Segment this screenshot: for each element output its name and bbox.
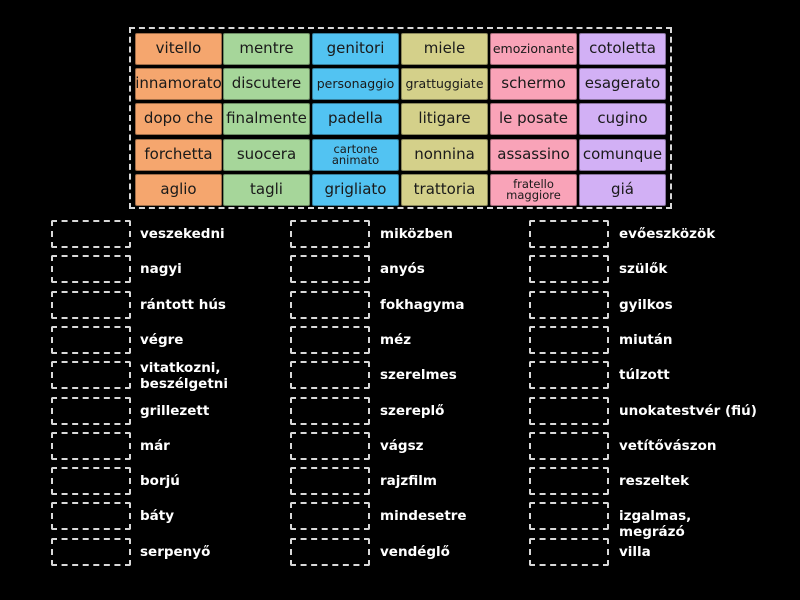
word-bank: vitello mentre genitori miele emozionante cot… [129,27,672,209]
drop-slot[interactable] [51,326,131,354]
word-tile[interactable]: discutere [223,68,310,100]
drop-slot[interactable] [290,502,370,530]
word-tile[interactable]: comunque [579,139,666,171]
word-tile[interactable]: personaggio [312,68,399,100]
drop-slot[interactable] [290,291,370,319]
word-tile[interactable]: finalmente [223,103,310,135]
drop-slot[interactable] [51,220,131,248]
drop-slot[interactable] [290,255,370,283]
word-tile[interactable]: vitello [135,33,222,65]
word-tile[interactable]: grigliato [312,174,399,206]
clue-label: végre [140,332,184,348]
drop-slot[interactable] [51,397,131,425]
clue-label: rántott hús [140,297,226,313]
word-tile[interactable]: schermo [490,68,577,100]
clue-label: miközben [380,226,453,242]
word-tile[interactable]: emozionante [490,33,577,65]
clue-label: gyilkos [619,297,673,313]
word-tile[interactable]: genitori [312,33,399,65]
drop-slot[interactable] [529,397,609,425]
word-tile[interactable]: miele [401,33,488,65]
clue-label: serpenyő [140,544,211,560]
clue-label: anyós [380,261,425,277]
word-tile[interactable]: aglio [135,174,222,206]
clue-label: nagyi [140,261,182,277]
drop-slot[interactable] [529,538,609,566]
word-tile[interactable]: tagli [223,174,310,206]
clue-label: veszekedni [140,226,225,242]
clue-label: fokhagyma [380,297,465,313]
clue-label: reszeltek [619,473,690,489]
clue-label: vendéglő [380,544,450,560]
word-tile[interactable]: esagerato [579,68,666,100]
word-tile[interactable]: litigare [401,103,488,135]
clue-label: vágsz [380,438,424,454]
clue-label: borjú [140,473,180,489]
clue-label: vetítővászon [619,438,717,454]
drop-slot[interactable] [529,502,609,530]
drop-slot[interactable] [529,291,609,319]
drop-slot[interactable] [529,467,609,495]
drop-slot[interactable] [290,432,370,460]
clue-label: mindesetre [380,508,467,524]
clue-label: unokatestvér (fiú) [619,403,757,419]
word-tile[interactable]: le posate [490,103,577,135]
word-tile[interactable]: mentre [223,33,310,65]
word-tile[interactable]: cotoletta [579,33,666,65]
word-tile[interactable]: giá [579,174,666,206]
drop-slot[interactable] [290,467,370,495]
drop-slot[interactable] [51,432,131,460]
clue-label: rajzfilm [380,473,437,489]
clue-label: méz [380,332,412,348]
drop-slot[interactable] [529,326,609,354]
clue-label: már [140,438,170,454]
clue-label: vitatkozni, beszélgetni [140,360,229,392]
word-tile[interactable]: forchetta [135,139,222,171]
drop-slot[interactable] [51,291,131,319]
word-tile[interactable]: trattoria [401,174,488,206]
word-tile[interactable]: innamorato [135,68,222,100]
word-tile[interactable]: assassino [490,139,577,171]
drop-slot[interactable] [290,361,370,389]
word-tile[interactable]: suocera [223,139,310,171]
clue-label: szerelmes [380,367,457,383]
word-tile[interactable]: cartone animato [312,139,399,171]
drop-slot[interactable] [290,397,370,425]
clue-label: grillezett [140,403,210,419]
clue-label: miután [619,332,673,348]
drop-slot[interactable] [290,326,370,354]
word-tile[interactable]: fratello maggiore [490,174,577,206]
word-tile[interactable]: cugino [579,103,666,135]
drop-slot[interactable] [529,255,609,283]
clue-label: túlzott [619,367,670,383]
clue-label: báty [140,508,175,524]
drop-slot[interactable] [529,361,609,389]
drop-slot[interactable] [529,220,609,248]
word-tile[interactable]: grattuggiate [401,68,488,100]
clue-label: szereplő [380,403,445,419]
drop-slot[interactable] [529,432,609,460]
drop-slot[interactable] [51,538,131,566]
drop-slot[interactable] [290,220,370,248]
word-tile[interactable]: nonnina [401,139,488,171]
drop-slot[interactable] [51,361,131,389]
clue-label: evőeszközök [619,226,716,242]
word-tile[interactable]: padella [312,103,399,135]
drop-slot[interactable] [51,467,131,495]
clue-label: izgalmas, megrázó [619,508,692,540]
clue-label: szülők [619,261,668,277]
clue-label: villa [619,544,651,560]
word-tile[interactable]: dopo che [135,103,222,135]
drop-slot[interactable] [51,255,131,283]
drop-slot[interactable] [290,538,370,566]
drop-slot[interactable] [51,502,131,530]
